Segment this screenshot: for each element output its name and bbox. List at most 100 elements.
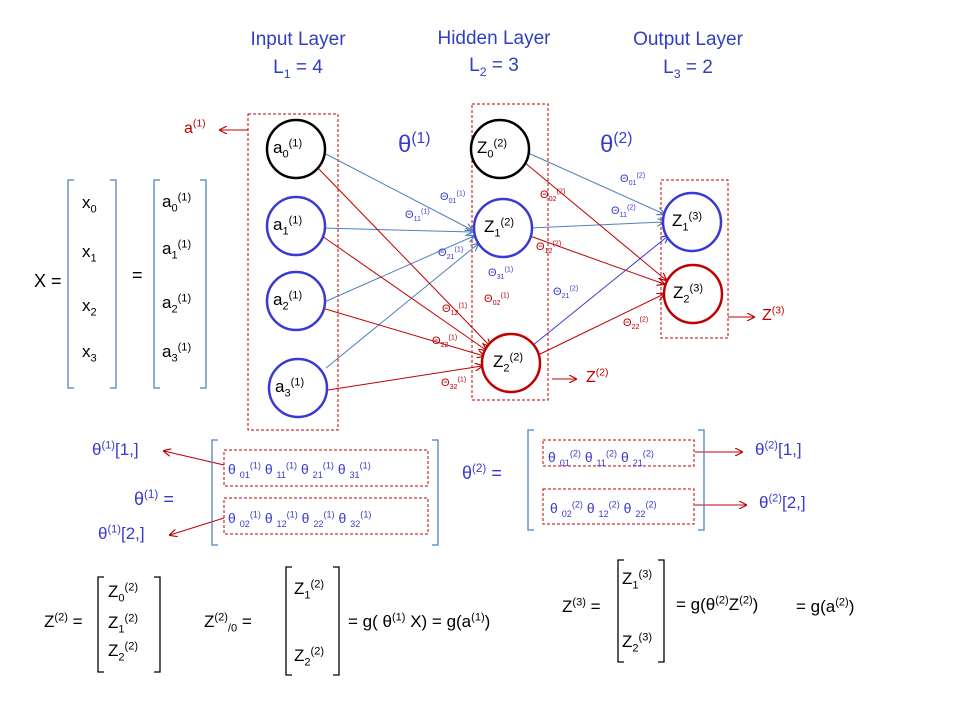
edge-a2-z1 xyxy=(321,236,474,304)
a-item-1: a1(1) xyxy=(162,238,192,262)
input-layer-size: L1 = 4 xyxy=(273,57,323,81)
edge-a2-z2 xyxy=(321,307,484,356)
edge-label-theta11-1: Θ11(1) xyxy=(405,207,430,224)
z3-rhs: = g(θ(2)Z(2)) xyxy=(676,594,759,614)
edge-label-theta01-2: Θ01(2) xyxy=(620,171,646,188)
edge-label-theta02-2: Θ02(2) xyxy=(540,187,566,204)
z3-item-2: Z2(3) xyxy=(622,631,653,655)
a-item-3: a3(1) xyxy=(162,341,192,365)
node-z1 xyxy=(472,197,534,259)
edge-label-theta22-2: Θ22(2) xyxy=(623,315,649,332)
node-z2-label: Z2(2) xyxy=(493,351,524,375)
node-a1 xyxy=(265,195,327,257)
edge-label-theta12-1: Θ12(1) xyxy=(442,301,468,318)
input-layer-box xyxy=(247,113,339,431)
edge-label-theta31-1: Θ31(1) xyxy=(488,265,514,282)
theta1-matrix-row1: θ 01(1) θ 11(1) θ 21(1) θ 31(1) xyxy=(228,460,371,480)
a-item-2: a2(1) xyxy=(162,292,192,316)
edge-label-theta22-1: Θ22(1) xyxy=(432,333,458,350)
edge-label-theta32-1: Θ32(1) xyxy=(441,375,467,392)
matrix-row-boxes xyxy=(223,439,695,535)
x-vector-eq: = xyxy=(132,265,143,285)
node-a2 xyxy=(265,270,327,332)
hidden-layer-box xyxy=(471,103,549,401)
node-a2-label: a2(1) xyxy=(273,289,303,313)
nodes xyxy=(265,118,724,419)
edge-label-theta21-2: Θ21(2) xyxy=(553,284,579,301)
node-a3 xyxy=(267,357,329,419)
theta1-row2-label: θ(1)[2,] xyxy=(98,523,145,543)
edge-label-theta02-1: Θ02(1) xyxy=(484,291,510,308)
output-layer-size: L3 = 2 xyxy=(663,57,713,81)
x-item-1: x1 xyxy=(82,242,97,265)
hidden-layer-title: Hidden Layer xyxy=(437,28,551,49)
node-o2-label: Z2(3) xyxy=(673,282,704,306)
hidden-layer-size: L2 = 3 xyxy=(469,55,519,79)
z2-item-1: Z1(2) xyxy=(108,612,139,636)
x-item-2: x2 xyxy=(82,296,97,319)
theta1-matrix-row2: θ 02(1) θ 12(1) θ 22(1) θ 32(1) xyxy=(228,509,372,529)
input-layer-title: Input Layer xyxy=(250,29,346,50)
node-z1-label: Z1(2) xyxy=(484,216,515,240)
node-o1-label: Z1(3) xyxy=(672,210,703,234)
node-o1 xyxy=(661,191,723,253)
a-item-0: a0(1) xyxy=(162,191,192,215)
edge-z1-o2 xyxy=(529,235,664,284)
node-a0-label: a0(1) xyxy=(273,137,303,161)
edge-a1-z2 xyxy=(321,235,486,350)
theta2-matrix-row1: θ 01(2) θ 11(2) θ 21(2) xyxy=(548,448,654,468)
edge-label-theta21-1: Θ21(1) xyxy=(438,245,464,262)
theta1-row1-label: θ(1)[1,] xyxy=(92,439,139,459)
edge-a3-z2 xyxy=(327,366,482,391)
theta1-matrix-lhs: θ(1) = xyxy=(134,488,174,509)
edge-a0-z1 xyxy=(321,151,472,230)
edge-label-theta12-2: Θ12(2) xyxy=(536,239,562,256)
node-a3-label: a3(1) xyxy=(275,376,305,400)
theta2-row2-label: θ(2)[2,] xyxy=(759,492,806,512)
edge-label-theta01-1: Θ01(1) xyxy=(440,189,466,206)
edge-a3-z1 xyxy=(325,244,478,369)
node-z2 xyxy=(480,332,542,394)
edges-layer-2 xyxy=(523,151,668,357)
theta1-label: θ(1) xyxy=(398,130,431,158)
node-z0 xyxy=(469,118,531,180)
theta2-label: θ(2) xyxy=(600,130,633,158)
edge-a1-z1 xyxy=(321,227,472,232)
z2-0-lhs: Z(2)/0 = xyxy=(204,611,252,635)
arrow-theta1-row2 xyxy=(170,517,225,535)
edge-label-theta11-2: Θ11(2) xyxy=(611,203,636,220)
edge-z0-o1 xyxy=(525,151,664,214)
z2-output-label: Z(2) xyxy=(586,367,609,386)
x-vector-lhs: X = xyxy=(34,271,62,291)
node-a1-label: a1(1) xyxy=(273,214,303,238)
edge-a0-z2 xyxy=(315,165,490,346)
edges-layer-1 xyxy=(315,151,490,391)
theta2-matrix-row2: θ 02(2) θ 12(2) θ 22(2) xyxy=(550,499,657,519)
z2-lhs: Z(2) = xyxy=(44,611,83,631)
z2-item-2: Z2(2) xyxy=(108,640,139,664)
equation-brackets xyxy=(97,559,665,676)
theta2-matrix-lhs: θ(2) = xyxy=(462,462,502,483)
edge-z2-o2 xyxy=(535,294,664,357)
z3-lhs: Z(3) = xyxy=(562,596,601,616)
x-item-0: x0 xyxy=(82,193,97,216)
z3-rhs-tail: = g(a(2)) xyxy=(796,596,855,616)
edge-z0-o2 xyxy=(523,161,666,280)
z3-item-1: Z1(3) xyxy=(622,568,653,592)
arrow-theta1-row1 xyxy=(164,451,225,466)
edge-z1-o1 xyxy=(529,222,664,229)
x-item-3: x3 xyxy=(82,342,97,365)
node-a0 xyxy=(265,118,327,180)
a1-output-label: a(1) xyxy=(184,118,206,137)
z2-0-item-1: Z1(2) xyxy=(294,578,325,602)
z2-0-rhs: = g( θ(1) X) = g(a(1)) xyxy=(348,611,491,631)
output-layer-box xyxy=(660,179,729,339)
edge-z2-o1 xyxy=(531,236,668,347)
vector-brackets xyxy=(67,179,705,546)
z2-item-0: Z0(2) xyxy=(108,581,139,605)
theta2-row1-label: θ(2)[1,] xyxy=(755,439,802,459)
node-o2 xyxy=(662,263,724,325)
z2-0-item-2: Z2(2) xyxy=(294,645,325,669)
output-layer-title: Output Layer xyxy=(633,29,743,50)
